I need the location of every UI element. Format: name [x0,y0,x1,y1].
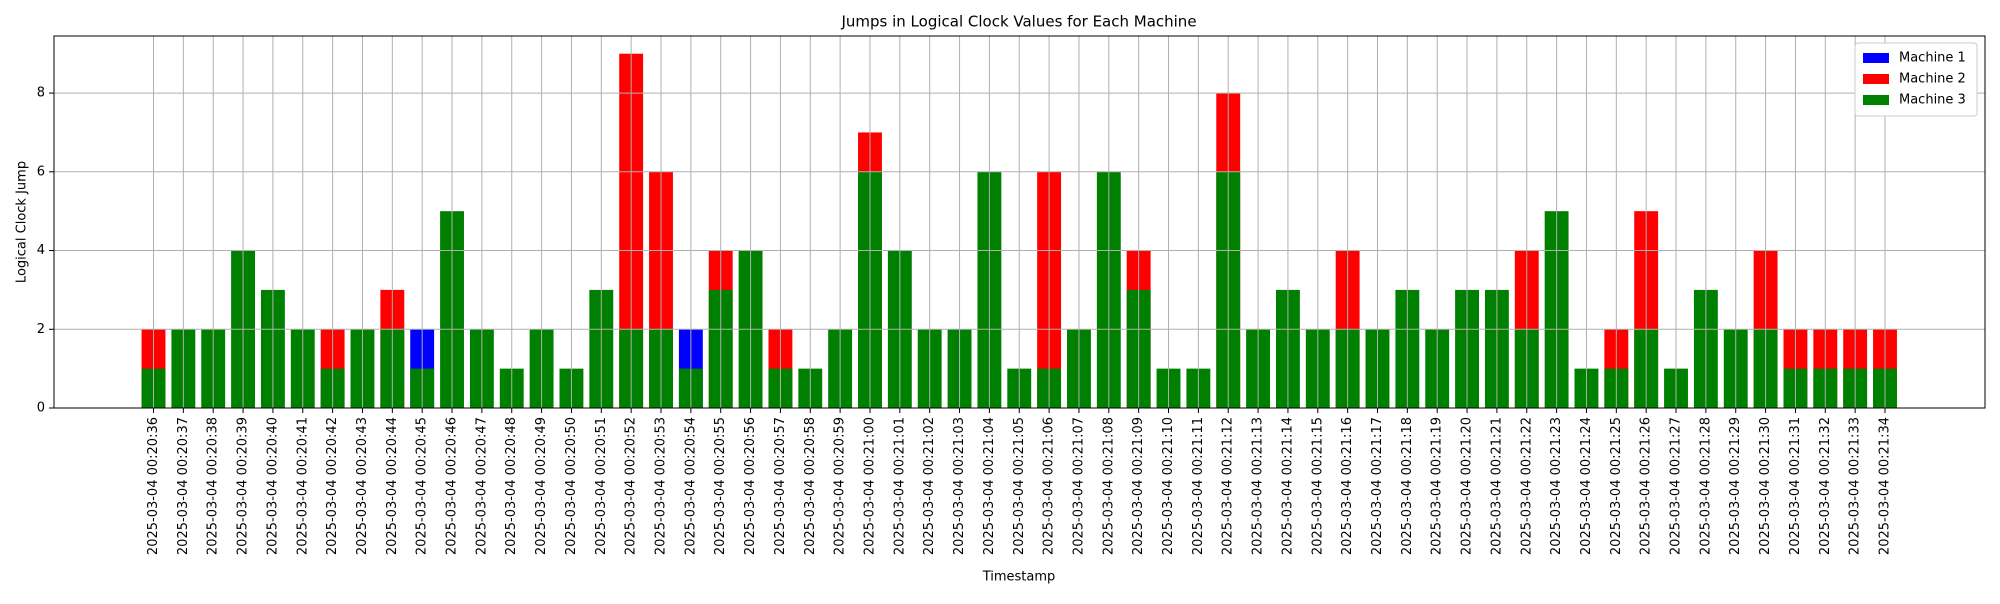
x-tick-label: 2025-03-04 00:20:49 [534,417,549,555]
x-tick-label: 2025-03-04 00:21:31 [1788,417,1803,555]
x-tick-label: 2025-03-04 00:21:33 [1848,417,1863,555]
x-tick-label: 2025-03-04 00:21:30 [1758,417,1773,555]
x-tick-label: 2025-03-04 00:21:20 [1460,417,1475,555]
x-tick-label: 2025-03-04 00:21:21 [1489,417,1504,555]
x-tick-label: 2025-03-04 00:21:08 [1101,417,1116,555]
x-tick-label: 2025-03-04 00:20:42 [325,417,340,555]
legend-label: Machine 1 [1899,51,1966,66]
x-tick-label: 2025-03-04 00:20:51 [594,417,609,555]
plot-frame [53,35,1986,409]
legend-label: Machine 2 [1899,72,1966,87]
x-tick-label: 2025-03-04 00:21:04 [982,417,997,555]
x-tick-label: 2025-03-04 00:20:57 [773,417,788,555]
x-tick-label: 2025-03-04 00:20:44 [385,417,400,555]
x-tick-label: 2025-03-04 00:21:17 [1370,417,1385,555]
x-tick-label: 2025-03-04 00:21:29 [1728,417,1743,555]
x-tick-label: 2025-03-04 00:20:59 [833,417,848,555]
x-tick-label: 2025-03-04 00:20:38 [206,417,221,555]
x-tick-label: 2025-03-04 00:21:15 [1310,417,1325,555]
x-axis-label: Timestamp [982,570,1056,585]
legend-swatch [1863,53,1889,63]
x-tick-label: 2025-03-04 00:21:28 [1698,417,1713,555]
x-tick-label: 2025-03-04 00:21:19 [1430,417,1445,555]
x-tick-label: 2025-03-04 00:21:10 [1161,417,1176,555]
x-tick-label: 2025-03-04 00:21:00 [862,417,877,555]
x-tick-label: 2025-03-04 00:21:07 [1071,417,1086,555]
x-tick-label: 2025-03-04 00:21:23 [1549,417,1564,555]
x-tick-label: 2025-03-04 00:20:56 [743,417,758,555]
x-tick-label: 2025-03-04 00:20:40 [265,417,280,555]
y-tick-label: 0 [37,401,45,416]
legend-label: Machine 3 [1899,93,1966,108]
x-tick-label: 2025-03-04 00:21:25 [1609,417,1624,555]
x-tick-label: 2025-03-04 00:20:46 [445,417,460,555]
x-tick-label: 2025-03-04 00:20:48 [504,417,519,555]
x-tick-label: 2025-03-04 00:21:22 [1519,417,1534,555]
x-tick-label: 2025-03-04 00:21:11 [1191,417,1206,555]
x-tick-label: 2025-03-04 00:20:45 [415,417,430,555]
x-tick-label: 2025-03-04 00:21:26 [1639,417,1654,555]
x-tick-label: 2025-03-04 00:21:18 [1400,417,1415,555]
x-tick-label: 2025-03-04 00:20:41 [295,417,310,555]
y-axis-label: Logical Clock Jump [15,161,30,283]
x-tick-label: 2025-03-04 00:20:43 [355,417,370,555]
x-tick-label: 2025-03-04 00:21:14 [1280,417,1295,555]
legend-swatch [1863,95,1889,105]
legend-swatch [1863,74,1889,84]
x-tick-label: 2025-03-04 00:20:50 [564,417,579,555]
x-tick-label: 2025-03-04 00:20:58 [803,417,818,555]
x-tick-label: 2025-03-04 00:20:39 [236,417,251,555]
x-tick-label: 2025-03-04 00:21:09 [1131,417,1146,555]
x-tick-label: 2025-03-04 00:21:02 [922,417,937,555]
x-tick-label: 2025-03-04 00:21:34 [1878,417,1893,555]
x-tick-label: 2025-03-04 00:20:53 [654,417,669,555]
x-tick-label: 2025-03-04 00:21:12 [1221,417,1236,555]
x-tick-label: 2025-03-04 00:21:01 [892,417,907,555]
x-tick-label: 2025-03-04 00:20:55 [713,417,728,555]
x-tick-label: 2025-03-04 00:20:36 [146,417,161,555]
x-tick-label: 2025-03-04 00:20:37 [176,417,191,555]
y-tick-label: 4 [37,243,45,258]
x-tick-label: 2025-03-04 00:20:52 [624,417,639,555]
y-tick-label: 6 [37,164,45,179]
x-tick-label: 2025-03-04 00:21:06 [1042,417,1057,555]
y-tick-label: 2 [37,322,45,337]
y-tick-label: 8 [37,86,45,101]
x-tick-label: 2025-03-04 00:21:05 [1012,417,1027,555]
x-tick-label: 2025-03-04 00:21:32 [1818,417,1833,555]
x-tick-label: 2025-03-04 00:21:24 [1579,417,1594,555]
chart-title: Jumps in Logical Clock Values for Each M… [840,13,1196,31]
x-tick-label: 2025-03-04 00:20:47 [474,417,489,555]
x-tick-label: 2025-03-04 00:21:16 [1340,417,1355,555]
x-tick-label: 2025-03-04 00:21:03 [952,417,967,555]
x-tick-label: 2025-03-04 00:20:54 [683,417,698,555]
x-tick-label: 2025-03-04 00:21:27 [1669,417,1684,555]
x-tick-label: 2025-03-04 00:21:13 [1251,417,1266,555]
